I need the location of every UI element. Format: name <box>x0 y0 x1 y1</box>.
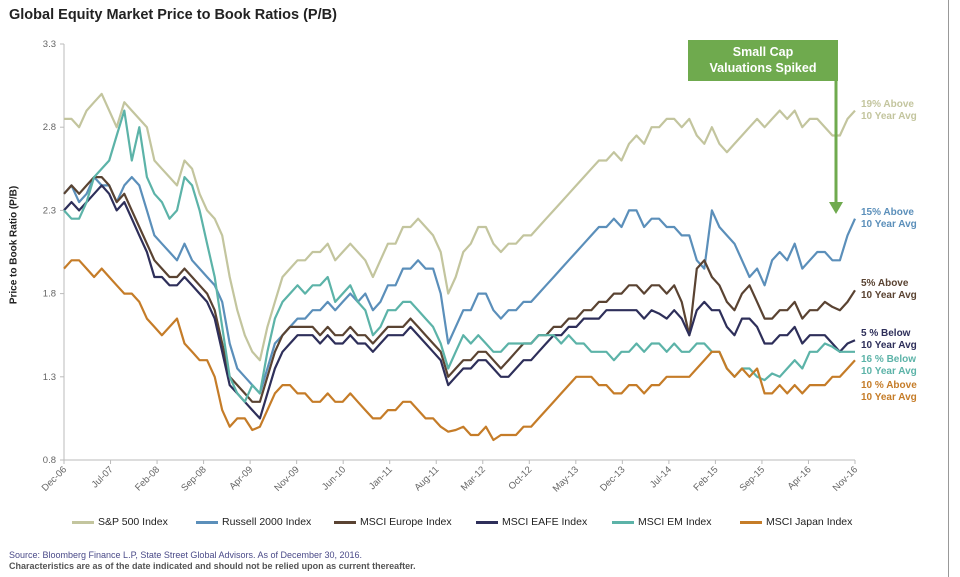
end-label-russell-2000-index: 15% Above 10 Year Avg <box>861 206 917 230</box>
series-line-s-p-500-index <box>64 92 856 362</box>
x-tick-label: Jul-07 <box>90 464 116 490</box>
footnote-disclaimer: Characteristics are as of the date indic… <box>9 561 416 571</box>
y-tick-label: 3.3 <box>43 39 56 50</box>
legend-swatch <box>740 520 762 524</box>
x-tick-label: Apr-16 <box>786 464 814 492</box>
legend-label: Russell 2000 Index <box>222 516 312 528</box>
legend-item: S&P 500 Index <box>72 516 168 528</box>
x-tick-label: Dec-06 <box>40 464 69 493</box>
legend-item: MSCI Europe Index <box>334 516 452 528</box>
legend-label: MSCI EM Index <box>638 516 712 528</box>
end-label-s-p-500-index: 19% Above 10 Year Avg <box>861 98 917 122</box>
series-line-russell-2000-index <box>63 176 857 395</box>
x-tick-label: Feb-15 <box>691 464 720 493</box>
legend-swatch <box>334 520 356 524</box>
x-tick-label: Dec-13 <box>598 464 627 493</box>
x-tick-label: Sep-15 <box>738 464 767 493</box>
series-line-msci-eafe-index <box>63 184 856 420</box>
y-tick-label: 0.8 <box>43 455 56 466</box>
x-tick-label: Sep-08 <box>179 464 208 493</box>
legend-item: MSCI EM Index <box>612 516 712 528</box>
legend-label: MSCI EAFE Index <box>502 516 588 528</box>
legend-item: Russell 2000 Index <box>196 516 311 528</box>
y-tick-label: 1.8 <box>43 289 56 300</box>
x-tick-label: Jun-10 <box>320 464 348 492</box>
x-tick-label: Jul-14 <box>648 464 674 490</box>
footnote: Source: Bloomberg Finance L.P, State Str… <box>9 550 416 572</box>
series-line-msci-em-index <box>63 109 855 403</box>
axes: 0.8 1.3 1.8 2.3 2.8 3.3 Dec-06 Jul-07 Feb-08 Sep-… <box>40 39 860 495</box>
x-tick-label: May-13 <box>551 464 581 494</box>
x-tick-label: Jan-11 <box>367 464 395 492</box>
callout-line-2: Valuations Spiked <box>709 61 817 75</box>
y-tick-label: 2.3 <box>43 205 56 216</box>
chart-title: Global Equity Market Price to Book Ratio… <box>9 7 337 23</box>
series-layer <box>63 92 857 442</box>
end-label-msci-europe-index: 5% Above 10 Year Avg <box>861 278 917 302</box>
x-tick-label: Oct-12 <box>506 464 534 492</box>
legend-label: MSCI Japan Index <box>766 516 853 528</box>
legend-swatch <box>196 520 218 524</box>
legend-swatch <box>72 520 94 524</box>
legend-label: S&P 500 Index <box>98 516 168 528</box>
legend-label: MSCI Europe Index <box>360 516 452 528</box>
x-tick-label: Nov-16 <box>831 464 860 493</box>
y-tick-label: 1.3 <box>43 372 56 383</box>
frame-border <box>948 0 949 577</box>
callout-arrow <box>829 81 843 214</box>
y-tick-label: 2.8 <box>43 122 56 133</box>
end-label-msci-eafe-index: 5 % Below 10 Year Avg <box>861 328 917 352</box>
x-tick-label: Mar-12 <box>459 464 488 493</box>
callout-line-1: Small Cap <box>732 45 794 59</box>
legend-item: MSCI Japan Index <box>740 516 852 528</box>
legend-swatch <box>476 520 498 524</box>
x-tick-label: Apr-09 <box>227 464 255 492</box>
end-label-msci-japan-index: 10 % Above 10 Year Avg <box>861 380 917 404</box>
x-tick-label: Aug-11 <box>412 464 441 493</box>
series-line-msci-europe-index <box>63 176 856 403</box>
x-tick-label: Feb-08 <box>133 464 162 493</box>
footnote-source: Source: Bloomberg Finance L.P, State Str… <box>9 550 363 560</box>
x-tick-label: Nov-09 <box>272 464 301 493</box>
end-label-msci-em-index: 16 % Below 10 Year Avg <box>861 354 917 378</box>
series-line-msci-japan-index <box>63 259 856 442</box>
callout-box: Small Cap Valuations Spiked <box>688 40 838 81</box>
legend-swatch <box>612 520 634 524</box>
legend-item: MSCI EAFE Index <box>476 516 587 528</box>
